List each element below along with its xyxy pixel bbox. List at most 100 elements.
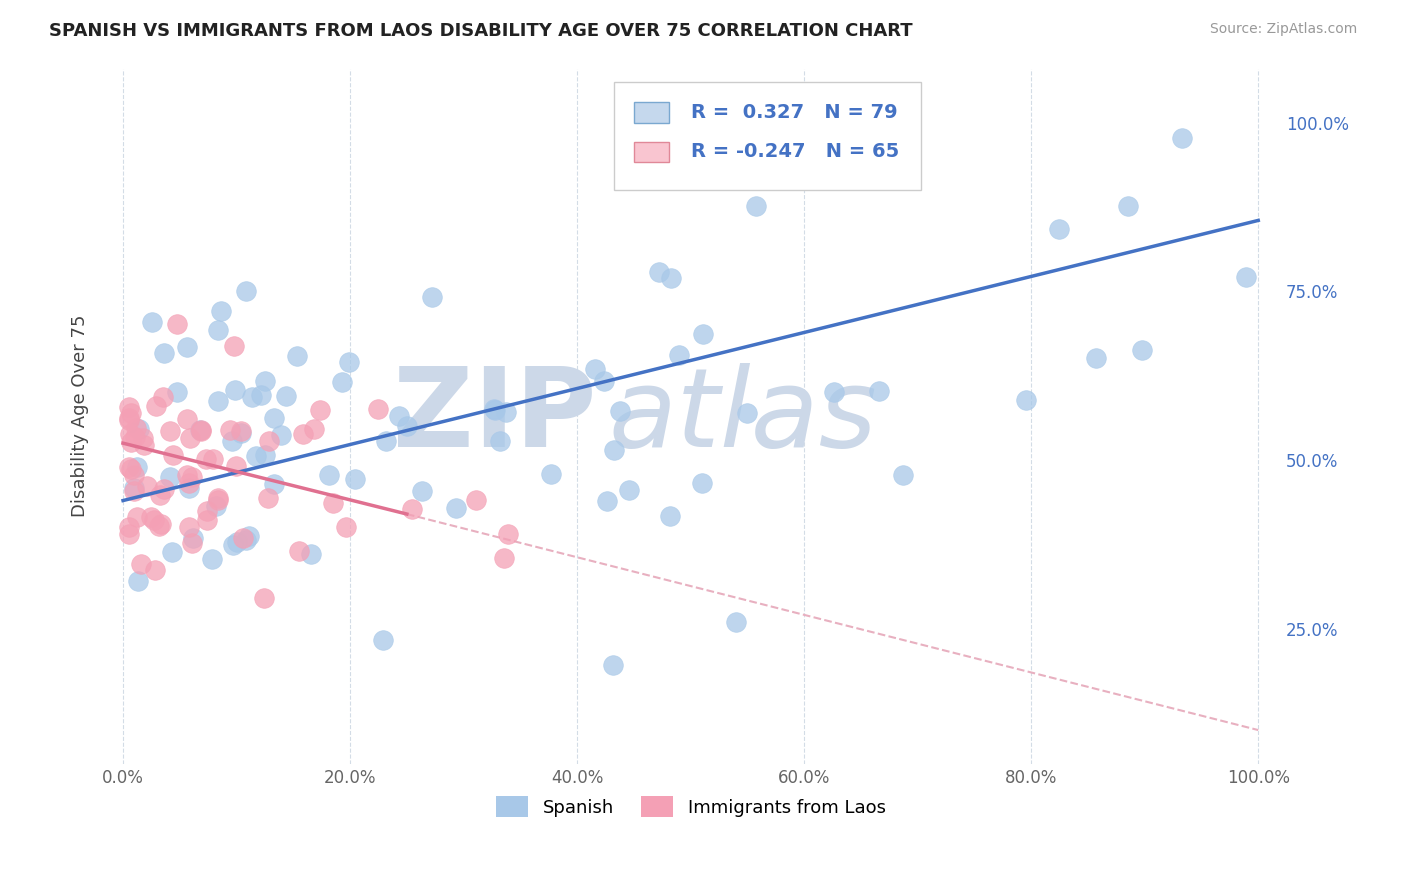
Point	[330, 375, 353, 389]
Point	[1047, 221, 1070, 235]
Point	[124, 430, 146, 444]
Point	[484, 402, 506, 417]
Point	[1084, 351, 1107, 366]
Point	[188, 423, 211, 437]
Point	[122, 483, 145, 498]
Point	[224, 339, 246, 353]
Point	[302, 421, 325, 435]
Point	[617, 483, 640, 498]
Point	[659, 271, 682, 285]
Point	[219, 423, 242, 437]
Point	[176, 468, 198, 483]
Point	[177, 481, 200, 495]
Point	[190, 424, 212, 438]
Point	[148, 519, 170, 533]
Point	[744, 199, 766, 213]
Point	[176, 340, 198, 354]
Point	[285, 350, 308, 364]
Point	[127, 509, 149, 524]
Text: ZIP: ZIP	[392, 363, 596, 470]
Point	[250, 388, 273, 402]
Point	[179, 519, 201, 533]
Point	[176, 412, 198, 426]
Point	[143, 563, 166, 577]
Point	[371, 633, 394, 648]
Point	[484, 401, 506, 416]
Point	[132, 431, 155, 445]
Y-axis label: Disability Age Over 75: Disability Age Over 75	[72, 315, 89, 517]
Point	[602, 657, 624, 672]
Text: Source: ZipAtlas.com: Source: ZipAtlas.com	[1209, 22, 1357, 37]
Point	[495, 405, 517, 419]
Point	[141, 315, 163, 329]
Text: SPANISH VS IMMIGRANTS FROM LAOS DISABILITY AGE OVER 75 CORRELATION CHART: SPANISH VS IMMIGRANTS FROM LAOS DISABILI…	[49, 22, 912, 40]
Point	[225, 535, 247, 549]
Point	[891, 467, 914, 482]
Point	[337, 355, 360, 369]
Point	[152, 391, 174, 405]
Point	[401, 502, 423, 516]
Point	[135, 479, 157, 493]
Point	[411, 483, 433, 498]
Point	[257, 491, 280, 505]
Point	[299, 547, 322, 561]
Point	[143, 513, 166, 527]
Point	[308, 403, 330, 417]
Point	[160, 544, 183, 558]
Legend: Spanish, Immigrants from Laos: Spanish, Immigrants from Laos	[488, 789, 893, 824]
Point	[235, 533, 257, 548]
Point	[388, 409, 411, 423]
Point	[139, 510, 162, 524]
Point	[205, 500, 228, 514]
Point	[498, 527, 520, 541]
Point	[221, 434, 243, 449]
Point	[489, 434, 512, 448]
Point	[149, 487, 172, 501]
Point	[596, 493, 619, 508]
Point	[318, 467, 340, 482]
Point	[180, 470, 202, 484]
Point	[1234, 270, 1257, 285]
Point	[344, 472, 367, 486]
Point	[118, 400, 141, 414]
Point	[374, 434, 396, 448]
Point	[494, 550, 516, 565]
Point	[735, 406, 758, 420]
Point	[207, 393, 229, 408]
Point	[127, 574, 149, 589]
Point	[648, 265, 671, 279]
Text: R = -0.247   N = 65: R = -0.247 N = 65	[690, 143, 898, 161]
Point	[322, 496, 344, 510]
Point	[824, 385, 846, 400]
Point	[583, 361, 606, 376]
Point	[1118, 199, 1140, 213]
Point	[181, 531, 204, 545]
Point	[540, 467, 562, 481]
Point	[692, 326, 714, 341]
Point	[592, 374, 614, 388]
Point	[118, 410, 141, 425]
Point	[291, 426, 314, 441]
Point	[1130, 343, 1153, 358]
Point	[166, 317, 188, 331]
Point	[207, 323, 229, 337]
Point	[232, 531, 254, 545]
Point	[124, 481, 146, 495]
Point	[335, 520, 357, 534]
Point	[118, 527, 141, 541]
Point	[1015, 393, 1038, 408]
Point	[207, 491, 229, 505]
Point	[240, 391, 263, 405]
Point	[195, 452, 218, 467]
Point	[190, 423, 212, 437]
Point	[149, 516, 172, 531]
Point	[690, 476, 713, 491]
Point	[153, 483, 176, 497]
Point	[868, 384, 890, 398]
Point	[422, 290, 444, 304]
Point	[395, 419, 418, 434]
Point	[118, 426, 141, 441]
Point	[444, 501, 467, 516]
Point	[159, 424, 181, 438]
Point	[125, 421, 148, 435]
